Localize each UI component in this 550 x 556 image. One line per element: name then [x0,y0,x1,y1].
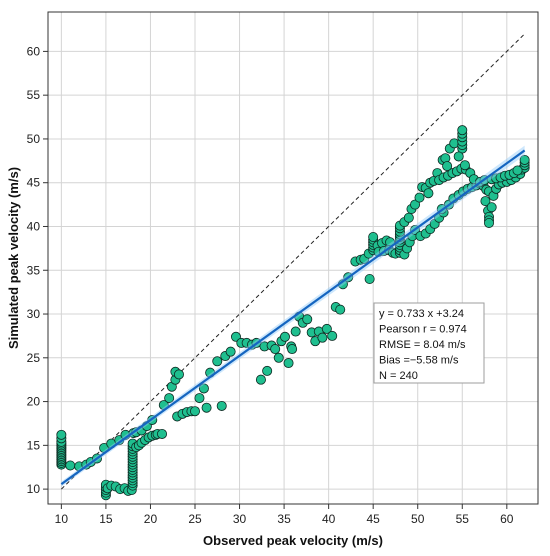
data-point [262,365,273,376]
data-point [442,161,453,172]
x-tick-label: 60 [500,512,514,526]
data-point [453,151,464,162]
data-point [201,402,212,413]
y-tick-label: 50 [27,132,41,146]
x-tick-label: 10 [55,512,69,526]
stats-box: y = 0.733 x +3.24 Pearson r = 0.974 RMSE… [373,302,485,384]
y-tick-label: 30 [27,307,41,321]
data-point [198,383,209,394]
data-point [317,332,328,343]
data-point [290,326,301,337]
data-point [519,154,530,165]
data-point [273,352,284,363]
stats-line: Pearson r = 0.974 [379,324,467,336]
axis-ticks: 10 15 20 25 30 35 40 45 50 55 60 10 15 20 25 30 35 40 45 50… [27,44,514,526]
data-point [157,428,168,439]
x-tick-label: 40 [322,512,336,526]
data-point [321,323,332,334]
data-point [327,330,338,341]
data-point [364,274,375,285]
data-point [194,393,205,404]
data-point [414,192,425,203]
y-tick-label: 35 [27,263,41,277]
stats-line: Bias =−5.58 m/s [379,355,459,367]
x-tick-label: 25 [188,512,202,526]
data-point [189,406,200,417]
x-tick-label: 30 [233,512,247,526]
data-point [368,231,379,242]
y-tick-label: 55 [27,88,41,102]
y-tick-label: 40 [27,219,41,233]
data-point [335,304,346,315]
data-point [480,196,491,207]
data-point [287,344,298,355]
stats-line: y = 0.733 x +3.24 [379,308,464,320]
y-tick-label: 10 [27,482,41,496]
x-tick-label: 45 [367,512,381,526]
data-point [457,125,468,136]
data-point [173,369,184,380]
regression-line-group [60,145,526,487]
stats-line: N = 240 [379,370,418,382]
data-point [216,400,227,411]
identity-line [61,33,525,490]
y-tick-label: 20 [27,395,41,409]
data-point [459,160,470,171]
data-point [283,358,294,369]
data-point [423,188,434,199]
data-point [164,393,175,404]
data-point [483,217,494,228]
data-point [255,374,266,385]
data-point [512,165,523,176]
x-tick-label: 20 [144,512,158,526]
data-point [486,202,497,213]
data-point [449,138,460,149]
data-point [302,314,313,325]
reference-lines [61,33,525,490]
y-axis-title: Simulated peak velocity (m/s) [6,167,21,349]
data-point [65,460,76,471]
data-point [270,344,281,355]
y-tick-label: 45 [27,176,41,190]
plot-frame [47,11,539,505]
x-axis-title: Observed peak velocity (m/s) [203,533,383,548]
y-tick-label: 25 [27,351,41,365]
x-tick-label: 35 [277,512,291,526]
regression-line [60,149,526,486]
data-point [279,331,290,342]
y-tick-label: 60 [27,44,41,58]
stats-line: RMSE = 8.04 m/s [379,339,466,351]
x-tick-label: 15 [99,512,113,526]
data-point [410,199,421,210]
data-point [212,356,223,367]
data-point [403,212,414,223]
x-tick-label: 55 [456,512,470,526]
y-tick-label: 15 [27,438,41,452]
data-point [225,346,236,357]
data-point [56,429,67,440]
x-tick-label: 50 [411,512,425,526]
stats-box-frame [373,302,485,384]
